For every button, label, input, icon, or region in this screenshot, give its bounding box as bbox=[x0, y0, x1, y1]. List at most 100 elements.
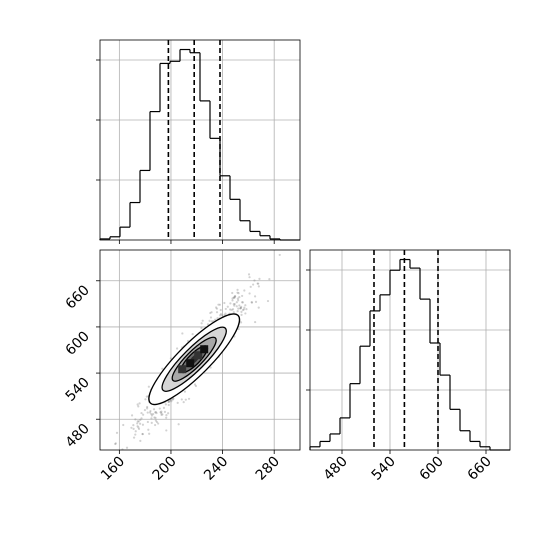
scatter-point bbox=[146, 407, 149, 410]
scatter-point bbox=[175, 347, 179, 350]
scatter-point bbox=[141, 432, 144, 436]
scatter-point bbox=[215, 307, 219, 310]
scatter-point bbox=[236, 297, 239, 300]
y-tick-label: 600 bbox=[63, 328, 93, 358]
scatter-point bbox=[134, 433, 137, 436]
scatter-point bbox=[243, 289, 246, 292]
scatter-point bbox=[140, 411, 143, 415]
scatter-point bbox=[172, 397, 175, 400]
x-tick-label: 240 bbox=[201, 454, 231, 484]
scatter-point bbox=[239, 321, 243, 324]
scatter-point bbox=[278, 253, 281, 257]
scatter-point bbox=[160, 413, 163, 416]
scatter-point bbox=[150, 412, 153, 416]
scatter-point bbox=[230, 308, 233, 311]
scatter-point bbox=[241, 294, 244, 298]
scatter-point bbox=[219, 314, 222, 317]
scatter-point bbox=[252, 283, 255, 286]
x-tick-label: 600 bbox=[417, 454, 447, 484]
scatter-point bbox=[165, 429, 168, 432]
scatter-point bbox=[236, 288, 239, 291]
y-tick-label: 480 bbox=[63, 421, 93, 451]
scatter-density-panel: 160 200 240 280 480 540 600 660 bbox=[63, 249, 301, 484]
scatter-point bbox=[138, 402, 141, 405]
scatter-point bbox=[115, 431, 119, 434]
scatter-point bbox=[183, 390, 187, 393]
scatter-point bbox=[161, 367, 164, 370]
scatter-point bbox=[154, 411, 158, 414]
scatter-point bbox=[257, 282, 260, 285]
scatter-point bbox=[160, 411, 163, 415]
scatter-point bbox=[150, 417, 153, 420]
scatter-point bbox=[233, 302, 236, 306]
scatter-point bbox=[233, 296, 236, 299]
scatter-point bbox=[231, 299, 234, 302]
scatter-point bbox=[164, 403, 167, 406]
scatter-point bbox=[232, 311, 235, 314]
scatter-point bbox=[231, 291, 234, 295]
scatter-point bbox=[249, 285, 252, 288]
scatter-point bbox=[239, 307, 242, 310]
scatter-point bbox=[142, 413, 145, 416]
scatter-point bbox=[157, 422, 160, 425]
scatter-point bbox=[253, 279, 256, 282]
scatter-point bbox=[229, 308, 232, 311]
histogram-y-panel: 480 540 600 660 bbox=[306, 249, 511, 484]
scatter-point bbox=[171, 398, 174, 401]
density-core-cell bbox=[200, 345, 209, 354]
scatter-point bbox=[155, 420, 159, 424]
scatter-point bbox=[245, 307, 248, 311]
scatter-point bbox=[132, 424, 135, 427]
scatter-point bbox=[253, 295, 257, 298]
scatter-point bbox=[244, 312, 247, 315]
scatter-point bbox=[218, 303, 221, 306]
scatter-point bbox=[125, 446, 129, 449]
scatter-point bbox=[235, 301, 238, 304]
scatter-point bbox=[155, 411, 158, 415]
scatter-point bbox=[130, 426, 133, 429]
scatter-point bbox=[146, 420, 149, 424]
scatter-point bbox=[180, 398, 183, 401]
scatter-point bbox=[193, 383, 197, 386]
scatter-point bbox=[130, 414, 134, 417]
scatter-point bbox=[187, 397, 191, 400]
scatter-point bbox=[254, 300, 258, 303]
scatter-point bbox=[254, 320, 257, 324]
scatter-point bbox=[214, 306, 218, 309]
scatter-point bbox=[141, 432, 144, 436]
scatter-point bbox=[257, 285, 260, 288]
scatter-point bbox=[141, 423, 145, 426]
scatter-point bbox=[176, 401, 179, 404]
x-tick-label: 660 bbox=[465, 454, 495, 484]
scatter-point bbox=[182, 401, 185, 404]
scatter-point bbox=[233, 304, 236, 307]
scatter-point bbox=[217, 303, 220, 306]
scatter-point bbox=[140, 417, 143, 420]
scatter-point bbox=[239, 306, 242, 310]
scatter-point bbox=[194, 384, 198, 388]
scatter-point bbox=[137, 420, 140, 423]
scatter-point bbox=[139, 418, 142, 421]
scatter-point bbox=[219, 312, 223, 316]
scatter-point bbox=[258, 277, 261, 281]
scatter-point bbox=[149, 409, 152, 413]
scatter-point bbox=[210, 311, 213, 314]
scatter-point bbox=[216, 317, 219, 320]
scatter-point bbox=[132, 456, 134, 458]
scatter-point bbox=[159, 411, 162, 414]
scatter-point bbox=[154, 411, 157, 414]
scatter-point bbox=[200, 322, 203, 325]
scatter-point bbox=[148, 411, 152, 414]
scatter-point bbox=[191, 333, 194, 336]
scatter-point bbox=[247, 273, 251, 276]
x-tick-label: 160 bbox=[98, 454, 128, 484]
scatter-point bbox=[224, 307, 227, 311]
scatter-point bbox=[146, 405, 149, 409]
scatter-point bbox=[223, 301, 226, 305]
scatter-point bbox=[233, 295, 237, 298]
scatter-point bbox=[143, 408, 147, 412]
scatter-point bbox=[122, 423, 125, 427]
scatter-point bbox=[153, 416, 156, 419]
scatter-point bbox=[268, 278, 271, 281]
